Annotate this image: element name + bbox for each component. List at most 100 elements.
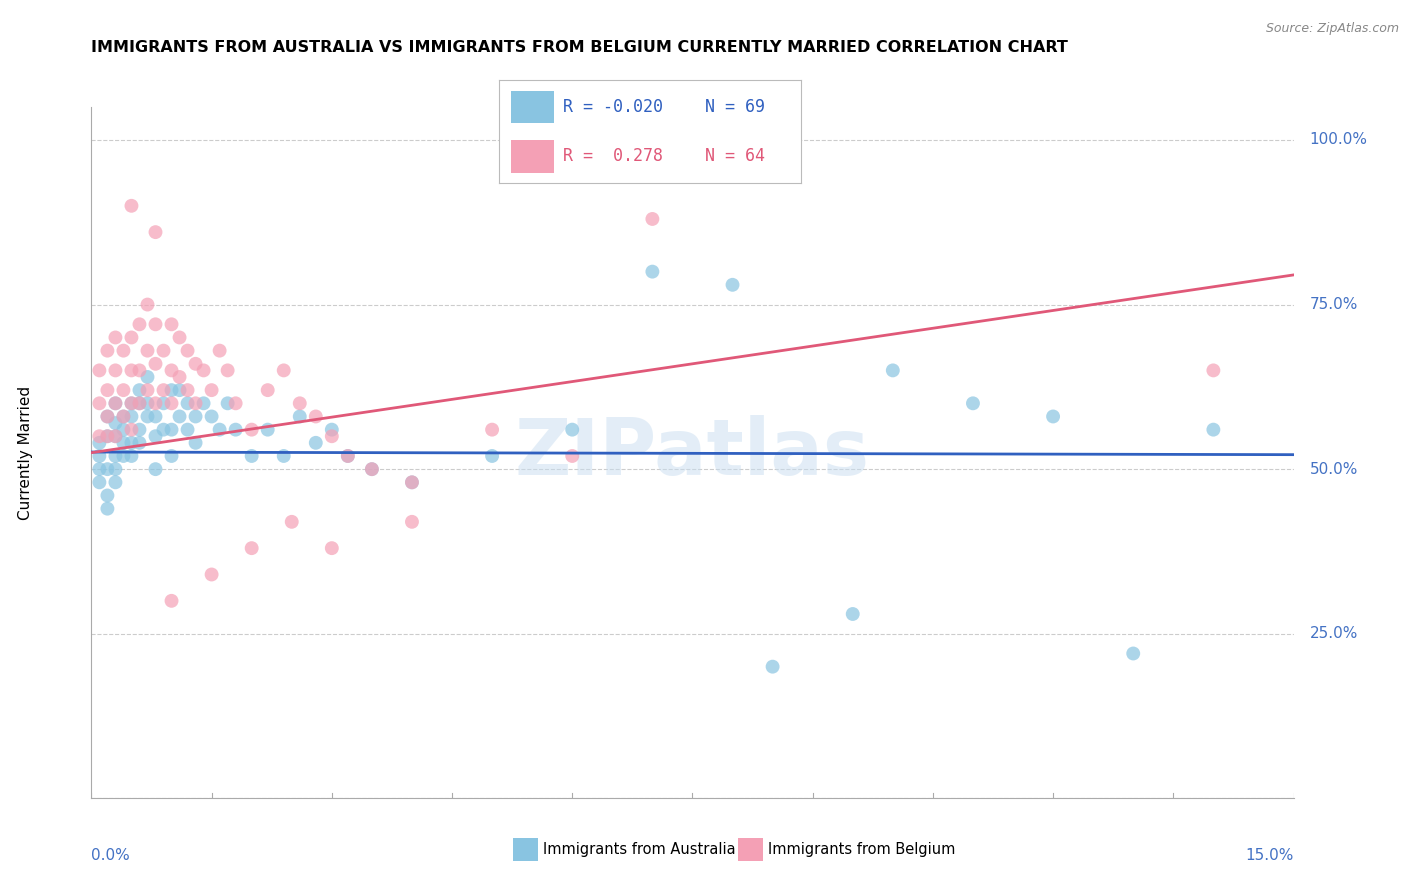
Point xyxy=(96,429,118,443)
Point xyxy=(89,429,111,443)
Point xyxy=(256,423,278,437)
Point xyxy=(112,383,135,397)
Point xyxy=(121,396,143,410)
Point xyxy=(112,449,135,463)
Text: 50.0%: 50.0% xyxy=(1309,462,1358,476)
Point xyxy=(201,567,224,582)
Point xyxy=(121,396,143,410)
Point xyxy=(121,363,143,377)
Point xyxy=(184,357,207,371)
Point xyxy=(160,383,183,397)
Point xyxy=(281,515,304,529)
Text: 15.0%: 15.0% xyxy=(1246,847,1294,863)
Point xyxy=(176,423,198,437)
Point xyxy=(169,409,191,424)
Point xyxy=(160,396,183,410)
Point xyxy=(360,462,382,476)
Point xyxy=(104,396,127,410)
Point xyxy=(96,462,118,476)
Point xyxy=(152,383,174,397)
Point xyxy=(193,396,215,410)
Point xyxy=(112,409,135,424)
Point xyxy=(176,343,198,358)
Point xyxy=(89,462,111,476)
Text: Immigrants from Australia: Immigrants from Australia xyxy=(543,842,735,856)
Point xyxy=(152,396,174,410)
Point xyxy=(89,449,111,463)
Text: Currently Married: Currently Married xyxy=(18,385,32,520)
Point xyxy=(104,330,127,344)
Point xyxy=(481,423,503,437)
Point xyxy=(256,383,278,397)
Point xyxy=(96,383,118,397)
Point xyxy=(89,435,111,450)
Point xyxy=(217,396,239,410)
Point xyxy=(145,357,167,371)
Point xyxy=(1202,363,1225,377)
Text: IMMIGRANTS FROM AUSTRALIA VS IMMIGRANTS FROM BELGIUM CURRENTLY MARRIED CORRELATI: IMMIGRANTS FROM AUSTRALIA VS IMMIGRANTS … xyxy=(91,40,1069,55)
Point xyxy=(240,449,263,463)
Point xyxy=(762,659,785,673)
Point xyxy=(841,607,863,621)
Text: Source: ZipAtlas.com: Source: ZipAtlas.com xyxy=(1265,22,1399,36)
Point xyxy=(112,423,135,437)
Point xyxy=(145,409,167,424)
Point xyxy=(336,449,359,463)
Point xyxy=(169,383,191,397)
Point xyxy=(104,416,127,430)
Point xyxy=(882,363,904,377)
Point xyxy=(160,423,183,437)
Point xyxy=(145,462,167,476)
Point xyxy=(561,423,583,437)
Point xyxy=(321,541,343,556)
Text: 25.0%: 25.0% xyxy=(1309,626,1358,641)
Point xyxy=(121,423,143,437)
Point xyxy=(136,343,159,358)
Point xyxy=(201,383,224,397)
Point xyxy=(273,363,295,377)
Point xyxy=(121,449,143,463)
Point xyxy=(136,409,159,424)
Text: R = -0.020: R = -0.020 xyxy=(562,98,662,116)
Text: ZIPatlas: ZIPatlas xyxy=(515,415,870,491)
Point xyxy=(225,396,247,410)
Point xyxy=(104,429,127,443)
Point xyxy=(240,423,263,437)
Point xyxy=(128,396,150,410)
Point xyxy=(145,318,167,332)
Bar xyxy=(512,91,554,123)
Point xyxy=(136,383,159,397)
Point xyxy=(96,343,118,358)
Point xyxy=(184,396,207,410)
Point xyxy=(169,370,191,384)
Point xyxy=(121,435,143,450)
Point xyxy=(217,363,239,377)
Point xyxy=(128,383,150,397)
Text: N = 64: N = 64 xyxy=(704,147,765,165)
Point xyxy=(360,462,382,476)
Point xyxy=(128,423,150,437)
Text: N = 69: N = 69 xyxy=(704,98,765,116)
Point xyxy=(160,449,183,463)
Point xyxy=(273,449,295,463)
Text: 75.0%: 75.0% xyxy=(1309,297,1358,312)
Point xyxy=(96,409,118,424)
Point xyxy=(128,318,150,332)
Point xyxy=(112,435,135,450)
Point xyxy=(145,396,167,410)
Point xyxy=(201,409,224,424)
Point xyxy=(401,515,423,529)
Point xyxy=(288,396,311,410)
Point xyxy=(962,396,984,410)
Text: 0.0%: 0.0% xyxy=(91,847,131,863)
Point xyxy=(176,383,198,397)
Point xyxy=(288,409,311,424)
Point xyxy=(401,475,423,490)
Point xyxy=(152,423,174,437)
Point xyxy=(96,409,118,424)
Point xyxy=(1202,423,1225,437)
Point xyxy=(160,363,183,377)
Point xyxy=(240,541,263,556)
Point xyxy=(136,370,159,384)
Point xyxy=(96,429,118,443)
